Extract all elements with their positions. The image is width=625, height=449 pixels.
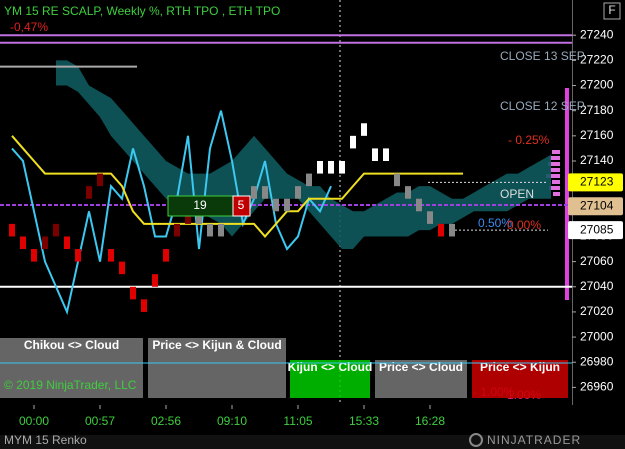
y-tick-label: 27000	[580, 329, 614, 343]
y-tick-label: 27220	[580, 53, 614, 67]
renko-brick	[394, 173, 400, 187]
y-tick-label: 26980	[580, 354, 614, 368]
renko-brick	[130, 286, 136, 300]
button-label[interactable]: Price <> Cloud	[379, 360, 463, 374]
y-tick-label: 27040	[580, 279, 614, 293]
renko-brick	[75, 249, 81, 262]
corner-button[interactable]	[603, 2, 621, 20]
annotation: 0.00%	[507, 218, 541, 232]
renko-brick	[416, 198, 422, 212]
renko-brick	[328, 160, 334, 174]
price-marker-label: 27123	[580, 175, 614, 189]
renko-brick	[53, 223, 59, 237]
renko-brick	[31, 249, 37, 262]
toggle-button[interactable]	[148, 338, 286, 398]
renko-brick	[273, 198, 279, 212]
y-tick-label: 27160	[580, 128, 614, 142]
renko-brick	[372, 148, 378, 161]
renko-brick	[97, 173, 103, 187]
renko-brick	[295, 186, 301, 199]
renko-brick	[251, 186, 257, 199]
x-tick-label: 02:56	[151, 414, 181, 428]
x-tick-label: 09:10	[217, 414, 247, 428]
y-tick-label: 27200	[580, 78, 614, 92]
annotation: - 0.25%	[508, 133, 550, 147]
button-label[interactable]: Kijun <> Cloud	[288, 360, 373, 374]
toggle-button[interactable]	[290, 360, 370, 398]
y-tick-label: 27020	[580, 304, 614, 318]
counter-value: 5	[238, 198, 245, 212]
chart-title: YM 15 RE SCALP, Weekly %, RTH TPO , ETH …	[4, 4, 280, 18]
renko-brick	[86, 186, 92, 199]
renko-brick	[218, 223, 224, 237]
renko-brick	[185, 211, 191, 224]
price-marker	[568, 173, 623, 192]
y-tick-label: 26960	[580, 380, 614, 394]
price-marker-label: 27085	[580, 222, 614, 236]
price-marker	[568, 221, 623, 240]
price-marker	[568, 197, 623, 216]
renko-brick	[317, 160, 323, 174]
instrument: MYM 15 Renko	[4, 433, 87, 447]
renko-brick	[64, 236, 70, 250]
indicator-line	[11, 135, 463, 238]
renko-brick	[119, 261, 125, 275]
renko-brick	[207, 223, 213, 237]
renko-brick	[438, 223, 444, 237]
renko-brick	[405, 186, 411, 199]
chart-subtitle: -0,47%	[10, 20, 48, 34]
counter-value: 19	[193, 198, 207, 212]
x-tick-label: 16:28	[415, 414, 445, 428]
status-bar	[0, 435, 625, 449]
renko-brick	[108, 249, 114, 262]
logo-icon	[469, 433, 483, 447]
annotation: OPEN	[500, 187, 534, 201]
renko-brick	[20, 236, 26, 250]
toggle-button[interactable]	[472, 360, 568, 398]
indicator-line	[11, 110, 332, 316]
x-tick-label: 00:00	[19, 414, 49, 428]
counter-box-red	[232, 195, 251, 217]
renko-brick	[152, 274, 158, 287]
button-label[interactable]: Chikou <> Cloud	[24, 338, 119, 352]
renko-brick	[174, 223, 180, 237]
renko-brick	[196, 211, 202, 224]
x-tick-label: 00:57	[85, 414, 115, 428]
x-tick-label: 15:33	[349, 414, 379, 428]
toggle-button[interactable]	[0, 338, 143, 398]
volume-profile	[546, 150, 560, 196]
renko-brick	[141, 299, 147, 312]
renko-brick	[449, 223, 455, 237]
logo: NINJATRADER	[487, 433, 581, 447]
y-tick-label: 27180	[580, 103, 614, 117]
annotation: CLOSE 13 SEP	[500, 49, 585, 63]
renko-brick	[284, 198, 290, 212]
renko-brick	[9, 223, 15, 237]
corner-button-label[interactable]: F	[608, 3, 615, 17]
renko-brick	[427, 211, 433, 224]
price-marker-label: 27104	[580, 198, 614, 212]
renko-brick	[163, 249, 169, 262]
renko-brick	[383, 148, 389, 161]
y-tick-label: 27240	[580, 27, 614, 41]
toggle-button[interactable]	[375, 360, 467, 398]
renko-brick	[350, 135, 356, 149]
renko-brick	[361, 123, 367, 136]
profile-bar	[565, 88, 569, 300]
button-label[interactable]: Price <> Kijun	[480, 360, 560, 374]
x-tick-label: 11:05	[283, 414, 312, 428]
button-label[interactable]: Price <> Kijun & Cloud	[152, 338, 281, 352]
renko-brick	[306, 173, 312, 187]
renko-brick	[262, 186, 268, 199]
y-tick-label: 27060	[580, 254, 614, 268]
renko-brick	[42, 236, 48, 250]
copyright: © 2019 NinjaTrader, LLC	[4, 378, 137, 392]
annotation: CLOSE 12 SEP	[500, 99, 585, 113]
annotation: 0.50%	[478, 216, 512, 230]
y-tick-label: 27140	[580, 153, 614, 167]
renko-brick	[339, 160, 345, 174]
